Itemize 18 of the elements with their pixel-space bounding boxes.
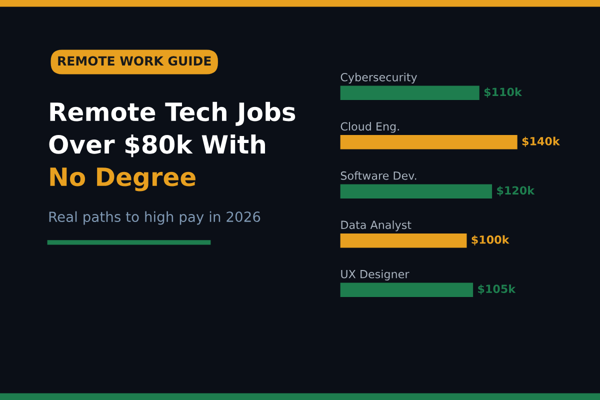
data-label: $105k	[478, 284, 516, 295]
text: Remote Tech Jobs Over $80k With No Degree	[49, 102, 296, 192]
text: Real paths to high pay in 2026	[49, 211, 260, 225]
bar	[340, 233, 467, 248]
text: REMOTE WORK GUIDE	[58, 56, 211, 66]
y-tick-label: Cybersecurity	[340, 72, 418, 84]
data-label: $100k	[472, 235, 510, 246]
bar	[340, 282, 474, 297]
data-label: $110k	[484, 88, 522, 98]
bar	[340, 135, 518, 150]
y-tick-label: Cloud Eng.	[340, 122, 399, 133]
y-tick-label: Data Analyst	[341, 220, 412, 232]
data-label: $140k	[522, 136, 560, 147]
y-tick-label: UX Designer	[341, 270, 410, 280]
y-tick-label: Software Dev.	[340, 171, 416, 180]
bar	[340, 86, 480, 100]
bar	[340, 184, 492, 199]
data-label: $120k	[497, 186, 535, 196]
